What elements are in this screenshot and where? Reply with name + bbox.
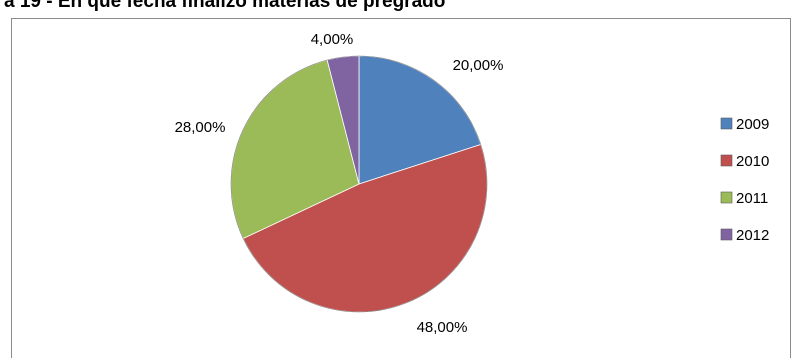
legend-swatch-2012 [720,228,733,241]
legend-label-2012: 2012 [736,227,769,244]
legend-label-2011: 2011 [736,190,768,207]
legend-item-2012: 2012 [720,227,769,244]
chart-title: a 19 - En que fecha finalizó materias de… [4,0,446,12]
legend-item-2009: 2009 [720,116,769,133]
chart-frame [11,18,791,358]
data-label-2010: 48,00% [417,319,468,336]
data-label-2011: 28,00% [175,119,226,136]
legend-item-2011: 2011 [720,190,768,207]
chart-legend: 2009 2010 2011 2012 [720,116,769,244]
pie-chart: 20,00% 48,00% 28,00% 4,00% 2009 2010 2011 2012 [175,31,770,336]
legend-label-2010: 2010 [736,153,769,170]
legend-swatch-2009 [720,117,733,130]
data-label-2012: 4,00% [311,31,354,48]
legend-label-2009: 2009 [736,116,769,133]
data-label-2009: 20,00% [453,57,504,74]
pie-data-labels: 20,00% 48,00% 28,00% 4,00% [175,31,504,336]
pie-slices [230,55,488,313]
legend-swatch-2011 [720,191,733,204]
pie-outline [230,55,488,313]
legend-swatch-2010 [720,154,733,167]
legend-item-2010: 2010 [720,153,769,170]
